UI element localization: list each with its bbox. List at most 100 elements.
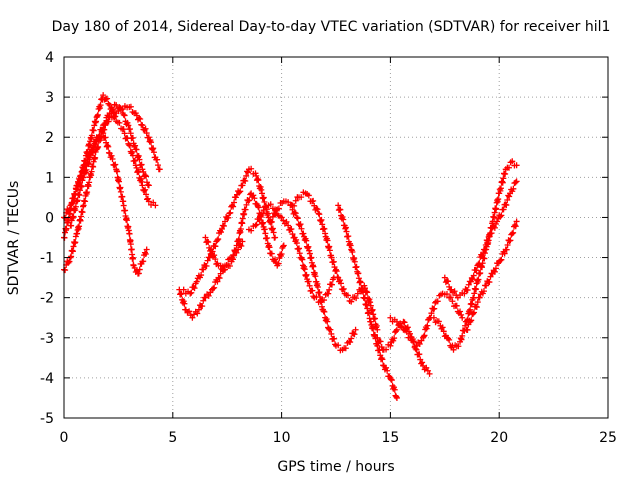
data-point-trace [131, 264, 140, 276]
data-point [187, 290, 194, 297]
data-point [413, 342, 420, 349]
data-point [513, 162, 520, 169]
data-point-trace [420, 316, 432, 340]
data-point-trace [261, 226, 274, 257]
data-point-trace [248, 223, 257, 234]
data-point [259, 210, 266, 217]
data-point-trace [133, 146, 145, 169]
data-point-trace [434, 291, 444, 305]
data-point-trace [203, 238, 215, 254]
data-point-trace [490, 190, 502, 221]
x-tick-label: 10 [273, 430, 291, 446]
data-point [500, 206, 507, 213]
data-point [145, 198, 152, 205]
data-point-trace [191, 308, 201, 318]
data-point-trace [127, 103, 138, 117]
data-point-trace [148, 199, 157, 208]
data-point-trace [383, 341, 392, 353]
data-point-trace [88, 140, 99, 156]
data-point-trace [313, 294, 322, 306]
data-point-trace [113, 167, 126, 201]
data-point [470, 310, 477, 317]
data-point-trace [274, 243, 287, 267]
data-point [393, 326, 400, 333]
data-point-trace [94, 126, 106, 142]
y-axis-label: SDTVAR / TECUs [6, 181, 22, 296]
data-point [352, 326, 359, 333]
data-point-trace [402, 327, 412, 341]
data-point-trace [253, 212, 264, 228]
data-point-trace [496, 170, 509, 194]
data-point-trace [508, 179, 519, 195]
data-point [195, 306, 202, 313]
data-point [494, 218, 501, 225]
data-point [513, 178, 520, 185]
data-point-trace [497, 248, 508, 264]
data-point [315, 210, 322, 217]
data-point [300, 230, 307, 237]
data-point-trace [242, 191, 254, 213]
series-arc-4 [67, 101, 152, 229]
data-point [143, 246, 150, 253]
data-point-trace [267, 201, 276, 212]
data-point-trace [361, 295, 374, 325]
x-tick-label: 20 [490, 430, 508, 446]
data-point [393, 318, 400, 325]
data-point-trace [453, 302, 465, 318]
y-tick-label: -5 [40, 411, 54, 427]
data-point-trace [335, 342, 344, 354]
data-point [139, 122, 146, 129]
data-point-trace [468, 266, 480, 283]
data-point-trace [120, 198, 132, 234]
data-point-trace [415, 337, 425, 348]
data-point-trace [481, 231, 493, 253]
data-point-trace [188, 280, 199, 296]
data-point-trace [347, 330, 358, 346]
data-point-trace [381, 364, 393, 380]
data-point-trace [470, 270, 483, 301]
data-point [100, 130, 107, 137]
data-point-trace [504, 159, 514, 171]
y-tick-label: -4 [40, 371, 54, 387]
data-point [139, 182, 146, 189]
series-arc-16 [463, 218, 520, 333]
series-arc-12 [374, 318, 433, 377]
data-point [293, 214, 300, 221]
data-point-trace [305, 278, 317, 300]
data-point-trace [341, 339, 351, 352]
y-tick-label: -1 [40, 251, 54, 267]
data-point-trace [182, 288, 192, 297]
data-point-trace [291, 194, 301, 209]
y-tick-label: -2 [40, 291, 54, 307]
data-point-trace [81, 156, 93, 177]
y-tick-label: -3 [40, 331, 54, 347]
data-point-trace [220, 213, 232, 229]
data-point [252, 222, 259, 229]
data-point-trace [475, 250, 487, 268]
data-point-trace [184, 308, 194, 319]
y-tick-label: 3 [45, 90, 54, 106]
data-point-trace [214, 225, 225, 244]
data-point-trace [114, 119, 125, 132]
data-point [426, 370, 433, 377]
data-point-trace [62, 258, 73, 274]
y-tick-label: 2 [45, 130, 54, 146]
data-point-trace [503, 231, 515, 253]
data-point [354, 290, 361, 297]
data-point-trace [107, 152, 119, 169]
data-point-trace [126, 230, 137, 268]
data-point-trace [108, 101, 118, 117]
data-point-trace [388, 376, 400, 400]
data-point-trace [61, 210, 74, 241]
data-point-trace [120, 111, 132, 129]
data-point [483, 282, 490, 289]
series-arc-9 [267, 198, 359, 354]
x-tick-label: 5 [168, 430, 177, 446]
data-point-trace [87, 118, 100, 143]
data-point-trace [210, 276, 221, 292]
data-point [100, 92, 107, 99]
data-point-trace [74, 174, 86, 204]
chart-title: Day 180 of 2014, Sidereal Day-to-day VTE… [52, 19, 611, 35]
data-point-trace [253, 172, 265, 193]
